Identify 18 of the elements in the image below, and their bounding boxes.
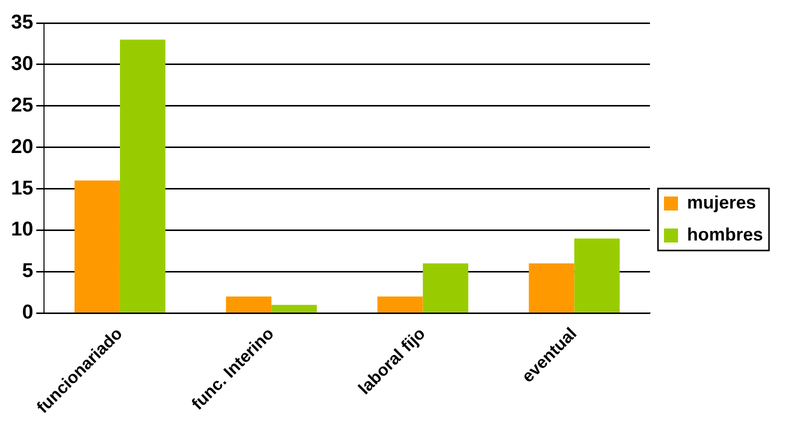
legend-label: hombres: [686, 224, 764, 244]
y-tick-label: 25: [10, 94, 34, 116]
bar: [226, 296, 272, 312]
y-tick-label: 35: [10, 12, 34, 34]
bar: [377, 296, 423, 312]
y-tick-label: 0: [22, 302, 34, 324]
y-tick-label: 5: [22, 260, 34, 282]
bar: [120, 40, 166, 312]
bar: [574, 238, 620, 312]
legend-label: mujeres: [686, 192, 756, 212]
bar: [271, 304, 317, 312]
y-tick-label: 15: [10, 177, 34, 200]
bar: [528, 263, 574, 312]
bar: [74, 180, 120, 312]
y-tick-label: 10: [10, 218, 34, 241]
y-tick-label: 30: [10, 52, 34, 75]
y-tick-label: 20: [10, 136, 34, 158]
bar: [422, 263, 468, 312]
